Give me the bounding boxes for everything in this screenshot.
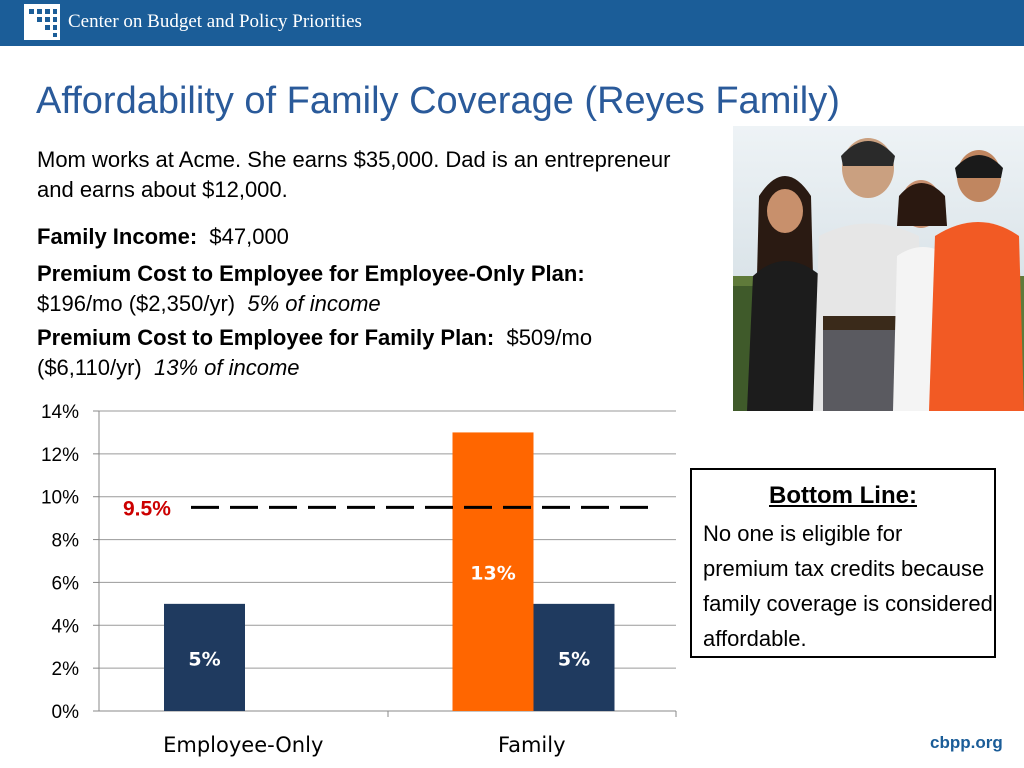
bar-value-label: 13% [470,563,515,585]
cbpp-logo-icon [24,4,60,40]
family-photo [733,126,1024,411]
family-plan-pct: 13% of income [153,355,300,380]
org-name: Center on Budget and Policy Priorities [68,11,362,32]
bars [164,432,615,711]
y-tick-label: 12% [41,445,79,466]
bar-labels: 5% 13% 5% [188,563,590,671]
employee-only-cost-line: $196/mo ($2,350/yr) 5% of income [37,288,381,320]
y-tick-label: 0% [52,702,80,723]
bar-value-label: 5% [188,648,220,670]
y-tick-label: 4% [52,616,80,637]
family-plan-label-line: Premium Cost to Employee for Family Plan… [37,322,592,354]
employee-only-label-line: Premium Cost to Employee for Employee-On… [37,258,585,290]
bar-chart: 0% 2% 4% 6% 8% 10% 12% 14% 5% 13% 5% Employee-Onl… [41,402,677,757]
employee-only-pct: 5% of income [247,291,381,316]
bar [164,603,245,711]
family-plan-cost-line: ($6,110/yr) 13% of income [37,352,300,384]
y-tick-label: 10% [41,488,79,509]
y-tick-label: 6% [52,573,80,594]
header-bar: Center on Budget and Policy Priorities [0,0,1024,46]
family-income-label: Family Income: [37,224,198,249]
family-income-line: Family Income: $47,000 [37,221,289,253]
y-tick-label: 14% [41,402,79,423]
family-plan-label: Premium Cost to Employee for Family Plan… [37,325,495,350]
x-category-label: Family [498,733,566,757]
employee-only-label: Premium Cost to Employee for Employee-On… [37,261,585,286]
family-plan-cost-yr: ($6,110/yr) [37,355,142,380]
employee-only-cost: $196/mo ($2,350/yr) [37,291,236,316]
family-income-value: $47,000 [209,224,289,249]
family-plan-cost-mo: $509/mo [506,325,593,350]
site-link[interactable]: cbpp.org [930,733,1003,752]
y-tick-label: 8% [52,531,80,552]
bottom-line-text: No one is eligible for premium tax credi… [703,521,993,651]
bar [533,603,615,711]
y-tick-label: 2% [52,659,80,680]
x-axis-labels: Employee-Only Family [163,733,565,757]
bottom-line-box: Bottom Line: No one is eligible for prem… [690,468,996,658]
bottom-line-title: Bottom Line: [769,482,917,509]
x-category-label: Employee-Only [163,733,323,757]
bar-value-label: 5% [558,648,590,670]
threshold-label: 9.5% [123,497,171,520]
slide-title: Affordability of Family Coverage (Reyes … [36,80,840,122]
bar [452,432,534,711]
intro-text: Mom works at Acme. She earns $35,000. Da… [37,147,671,202]
y-axis-ticks: 0% 2% 4% 6% 8% 10% 12% 14% [41,402,99,723]
